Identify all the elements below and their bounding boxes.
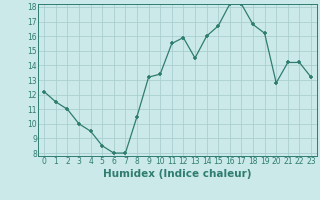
X-axis label: Humidex (Indice chaleur): Humidex (Indice chaleur) [103,169,252,179]
